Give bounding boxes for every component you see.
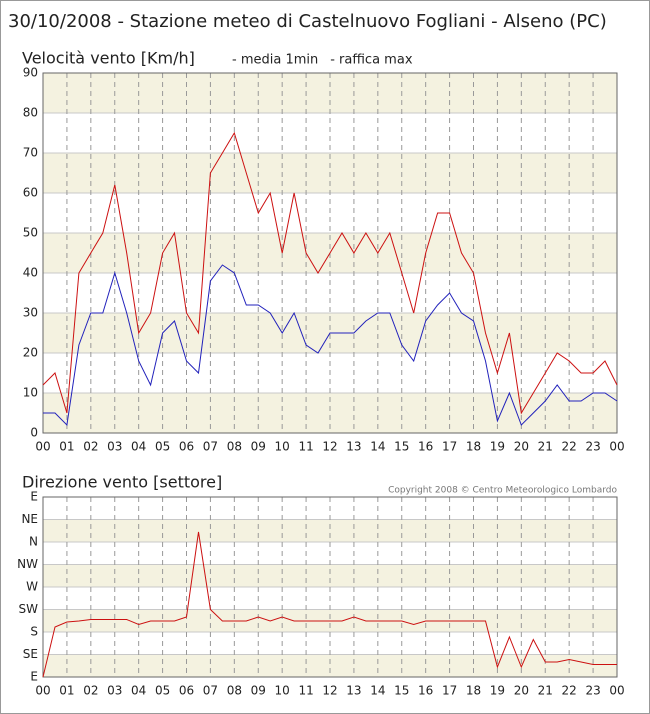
x-tick-label: 20 bbox=[514, 440, 529, 454]
y-tick-label: 50 bbox=[23, 226, 38, 240]
y-tick-label: 60 bbox=[23, 186, 38, 200]
y-tick-label: 80 bbox=[23, 106, 38, 120]
band bbox=[43, 654, 617, 677]
band bbox=[43, 564, 617, 587]
y-tick-label: E bbox=[30, 490, 38, 504]
x-tick-label: 17 bbox=[442, 440, 457, 454]
x-tick-label: 04 bbox=[131, 684, 146, 698]
x-tick-label: 00 bbox=[35, 684, 50, 698]
x-tick-label: 18 bbox=[466, 684, 481, 698]
x-tick-label: 00 bbox=[609, 684, 624, 698]
x-tick-label: 09 bbox=[251, 684, 266, 698]
plot-border bbox=[42, 496, 618, 678]
x-tick-label: 17 bbox=[442, 684, 457, 698]
x-tick-label: 19 bbox=[490, 684, 505, 698]
x-tick-label: 10 bbox=[275, 440, 290, 454]
x-tick-label: 20 bbox=[514, 684, 529, 698]
x-tick-label: 11 bbox=[298, 440, 313, 454]
y-tick-label: 0 bbox=[30, 426, 38, 440]
x-tick-label: 03 bbox=[107, 440, 122, 454]
x-tick-label: 21 bbox=[538, 684, 553, 698]
x-tick-label: 01 bbox=[59, 684, 74, 698]
x-tick-label: 22 bbox=[562, 684, 577, 698]
x-tick-label: 05 bbox=[155, 684, 170, 698]
x-tick-label: 08 bbox=[227, 684, 242, 698]
y-tick-label: 20 bbox=[23, 346, 38, 360]
series-line bbox=[42, 131, 618, 415]
x-tick-label: 12 bbox=[322, 684, 337, 698]
y-tick-label: W bbox=[26, 580, 38, 594]
x-tick-label: 12 bbox=[322, 440, 337, 454]
x-tick-label: 14 bbox=[370, 440, 385, 454]
x-tick-label: 23 bbox=[585, 440, 600, 454]
x-tick-label: 10 bbox=[275, 684, 290, 698]
x-tick-label: 00 bbox=[609, 440, 624, 454]
x-tick-label: 21 bbox=[538, 440, 553, 454]
x-tick-label: 06 bbox=[179, 440, 194, 454]
panel-title: Velocità vento [Km/h] bbox=[22, 49, 195, 68]
y-tick-label: 70 bbox=[23, 146, 38, 160]
x-tick-label: 15 bbox=[394, 684, 409, 698]
y-tick-label: 90 bbox=[23, 66, 38, 80]
x-tick-label: 16 bbox=[418, 440, 433, 454]
y-tick-label: 30 bbox=[23, 306, 38, 320]
x-tick-label: 19 bbox=[490, 440, 505, 454]
x-tick-label: 07 bbox=[203, 684, 218, 698]
x-tick-label: 22 bbox=[562, 440, 577, 454]
x-tick-label: 23 bbox=[585, 684, 600, 698]
x-tick-label: 15 bbox=[394, 440, 409, 454]
x-tick-label: 08 bbox=[227, 440, 242, 454]
x-tick-label: 06 bbox=[179, 684, 194, 698]
panel-title: Direzione vento [settore] bbox=[22, 473, 222, 492]
y-tick-label: E bbox=[30, 670, 38, 684]
x-tick-label: 09 bbox=[251, 440, 266, 454]
band bbox=[43, 519, 617, 542]
series-line bbox=[43, 264, 618, 427]
copyright: Copyright 2008 © Centro Meteorologico Lo… bbox=[388, 486, 617, 496]
x-tick-label: 07 bbox=[203, 440, 218, 454]
y-tick-label: NE bbox=[21, 512, 38, 526]
x-tick-label: 02 bbox=[83, 440, 98, 454]
x-tick-label: 13 bbox=[346, 440, 361, 454]
x-tick-label: 02 bbox=[83, 684, 98, 698]
y-tick-label: N bbox=[29, 535, 38, 549]
y-tick-label: SE bbox=[23, 647, 38, 661]
y-tick-label: S bbox=[30, 625, 38, 639]
x-tick-label: 05 bbox=[155, 440, 170, 454]
chart-title: 30/10/2008 - Stazione meteo di Castelnuo… bbox=[8, 11, 607, 32]
x-tick-label: 14 bbox=[370, 684, 385, 698]
plot-border bbox=[42, 72, 618, 434]
y-tick-label: NW bbox=[17, 557, 38, 571]
y-tick-label: 10 bbox=[23, 386, 38, 400]
x-tick-label: 16 bbox=[418, 684, 433, 698]
x-tick-label: 01 bbox=[59, 440, 74, 454]
y-tick-label: 40 bbox=[23, 266, 38, 280]
y-tick-label: SW bbox=[19, 602, 39, 616]
x-tick-label: 03 bbox=[107, 684, 122, 698]
x-tick-label: 11 bbox=[298, 684, 313, 698]
x-tick-label: 18 bbox=[466, 440, 481, 454]
x-tick-label: 13 bbox=[346, 684, 361, 698]
x-tick-label: 04 bbox=[131, 440, 146, 454]
x-tick-label: 00 bbox=[35, 440, 50, 454]
legend-entry: - media 1min bbox=[232, 53, 318, 68]
legend-entry: - raffica max bbox=[330, 53, 413, 68]
series-line bbox=[42, 531, 617, 678]
